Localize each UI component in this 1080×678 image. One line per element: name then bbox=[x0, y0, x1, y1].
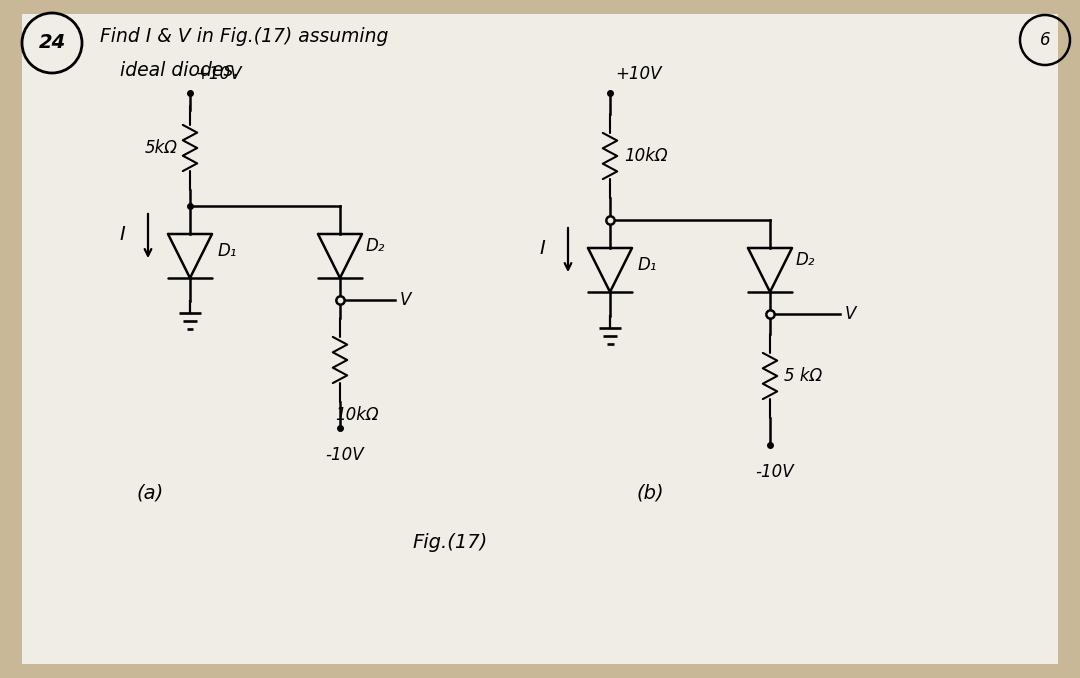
Text: (b): (b) bbox=[636, 483, 664, 502]
Text: +10V: +10V bbox=[195, 65, 242, 83]
Text: I: I bbox=[119, 224, 125, 243]
Text: 10kΩ: 10kΩ bbox=[624, 147, 667, 165]
Text: Find I & V in Fig.(17) assuming: Find I & V in Fig.(17) assuming bbox=[100, 26, 389, 45]
Text: -10V: -10V bbox=[325, 446, 364, 464]
Text: Fig.(17): Fig.(17) bbox=[413, 534, 488, 553]
Text: 6: 6 bbox=[1040, 31, 1051, 49]
Text: D₂: D₂ bbox=[366, 237, 386, 255]
Text: -10V: -10V bbox=[755, 463, 794, 481]
Text: 5kΩ: 5kΩ bbox=[145, 139, 178, 157]
Text: (a): (a) bbox=[136, 483, 164, 502]
Text: V: V bbox=[400, 291, 411, 309]
Text: D₁: D₁ bbox=[218, 242, 238, 260]
Text: I: I bbox=[539, 239, 545, 258]
Text: 10kΩ: 10kΩ bbox=[335, 406, 379, 424]
Text: +10V: +10V bbox=[615, 65, 661, 83]
Text: 5 kΩ: 5 kΩ bbox=[784, 367, 822, 385]
Text: D₂: D₂ bbox=[796, 251, 815, 269]
Text: ideal diodes.: ideal diodes. bbox=[120, 60, 239, 79]
Text: D₁: D₁ bbox=[638, 256, 658, 274]
Text: V: V bbox=[845, 305, 856, 323]
Text: 24: 24 bbox=[39, 33, 66, 52]
